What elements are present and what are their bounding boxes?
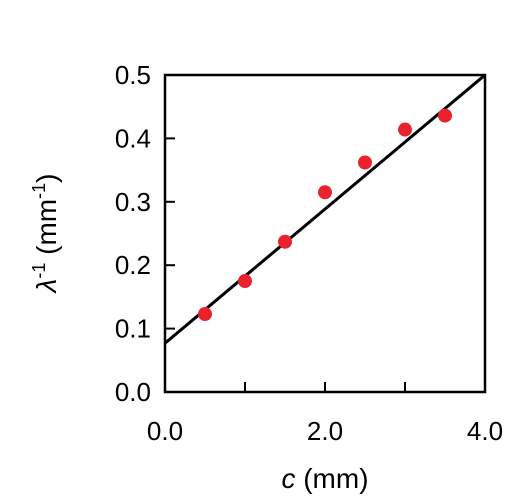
- x-tick-label: 0.0: [147, 416, 183, 446]
- data-point: [358, 155, 372, 170]
- y-tick-label: 0.0: [115, 377, 151, 407]
- y-tick-label: 0.4: [115, 123, 151, 153]
- y-tick-label: 0.5: [115, 60, 151, 90]
- data-point: [318, 185, 332, 200]
- x-tick-label: 4.0: [467, 416, 503, 446]
- data-point: [198, 307, 212, 322]
- fit-line: [165, 75, 485, 345]
- data-point: [438, 108, 452, 123]
- y-tick-label: 0.1: [115, 314, 151, 344]
- y-axis-label: λ-1 (mm-1): [29, 174, 62, 295]
- data-point: [238, 274, 252, 289]
- x-axis-label: c (mm): [281, 463, 368, 494]
- y-tick-label: 0.2: [115, 250, 151, 280]
- data-point: [398, 122, 412, 137]
- y-tick-label: 0.3: [115, 187, 151, 217]
- plot-frame: [163, 73, 487, 394]
- data-point: [278, 234, 292, 249]
- x-tick-label: 2.0: [307, 416, 343, 446]
